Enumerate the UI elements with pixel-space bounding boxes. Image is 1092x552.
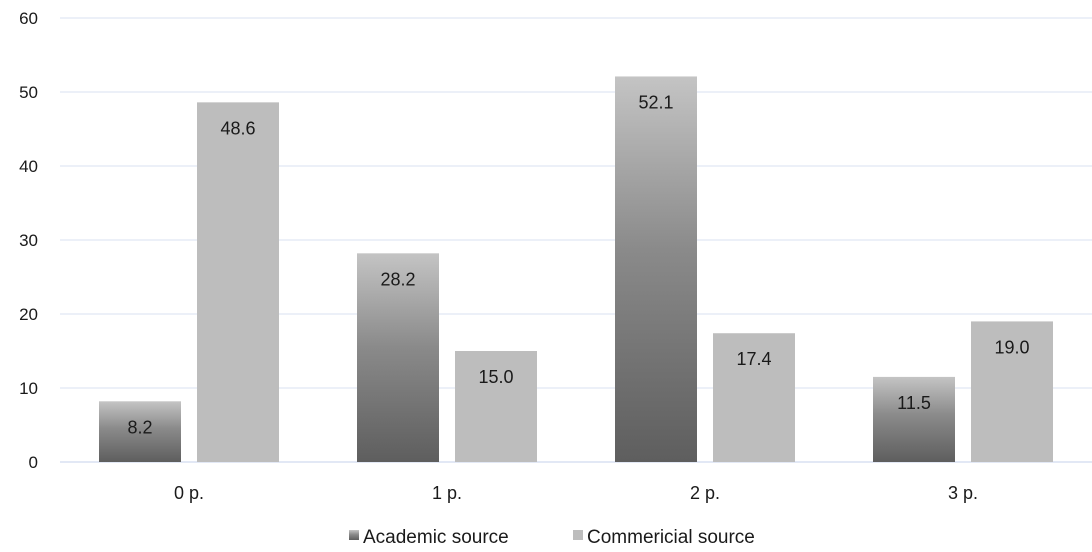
data-label: 52.1	[638, 92, 673, 112]
y-tick-label: 30	[19, 231, 38, 250]
bar-commercial	[971, 321, 1053, 462]
legend: Academic source Commericial source	[349, 527, 755, 548]
x-axis-ticks: 0 p. 1 p. 2 p. 3 p.	[174, 483, 978, 503]
x-tick-label: 1 p.	[432, 483, 462, 503]
y-tick-label: 40	[19, 157, 38, 176]
data-label: 11.5	[897, 393, 931, 413]
x-tick-label: 3 p.	[948, 483, 978, 503]
legend-label-commercial: Commericial source	[587, 527, 755, 548]
data-label: 48.6	[220, 118, 255, 138]
bar-academic	[873, 376, 955, 462]
bar-academic	[357, 253, 439, 462]
x-tick-label: 2 p.	[690, 483, 720, 503]
legend-label-academic: Academic source	[363, 527, 509, 548]
data-label: 8.2	[127, 417, 152, 437]
bar-commercial	[713, 333, 795, 462]
data-label: 17.4	[736, 349, 771, 369]
data-label: 15.0	[478, 367, 513, 387]
bars	[99, 76, 1053, 463]
y-tick-label: 50	[19, 83, 38, 102]
y-tick-label: 60	[19, 9, 38, 28]
y-axis-ticks: 0 10 20 30 40 50 60	[19, 9, 38, 472]
y-tick-label: 10	[19, 379, 38, 398]
bar-academic	[615, 76, 697, 463]
bar-academic	[99, 401, 181, 462]
legend-swatch-academic	[349, 530, 359, 540]
data-label: 28.2	[380, 269, 415, 289]
x-tick-label: 0 p.	[174, 483, 204, 503]
legend-swatch-commercial	[573, 530, 583, 540]
y-tick-label: 0	[29, 453, 38, 472]
bar-commercial	[455, 351, 537, 462]
data-label: 19.0	[994, 337, 1029, 357]
y-tick-label: 20	[19, 305, 38, 324]
bar-commercial	[197, 102, 279, 463]
data-labels: 8.2 48.6 28.2 15.0 52.1 17.4 11.5 19.0	[127, 92, 1029, 437]
